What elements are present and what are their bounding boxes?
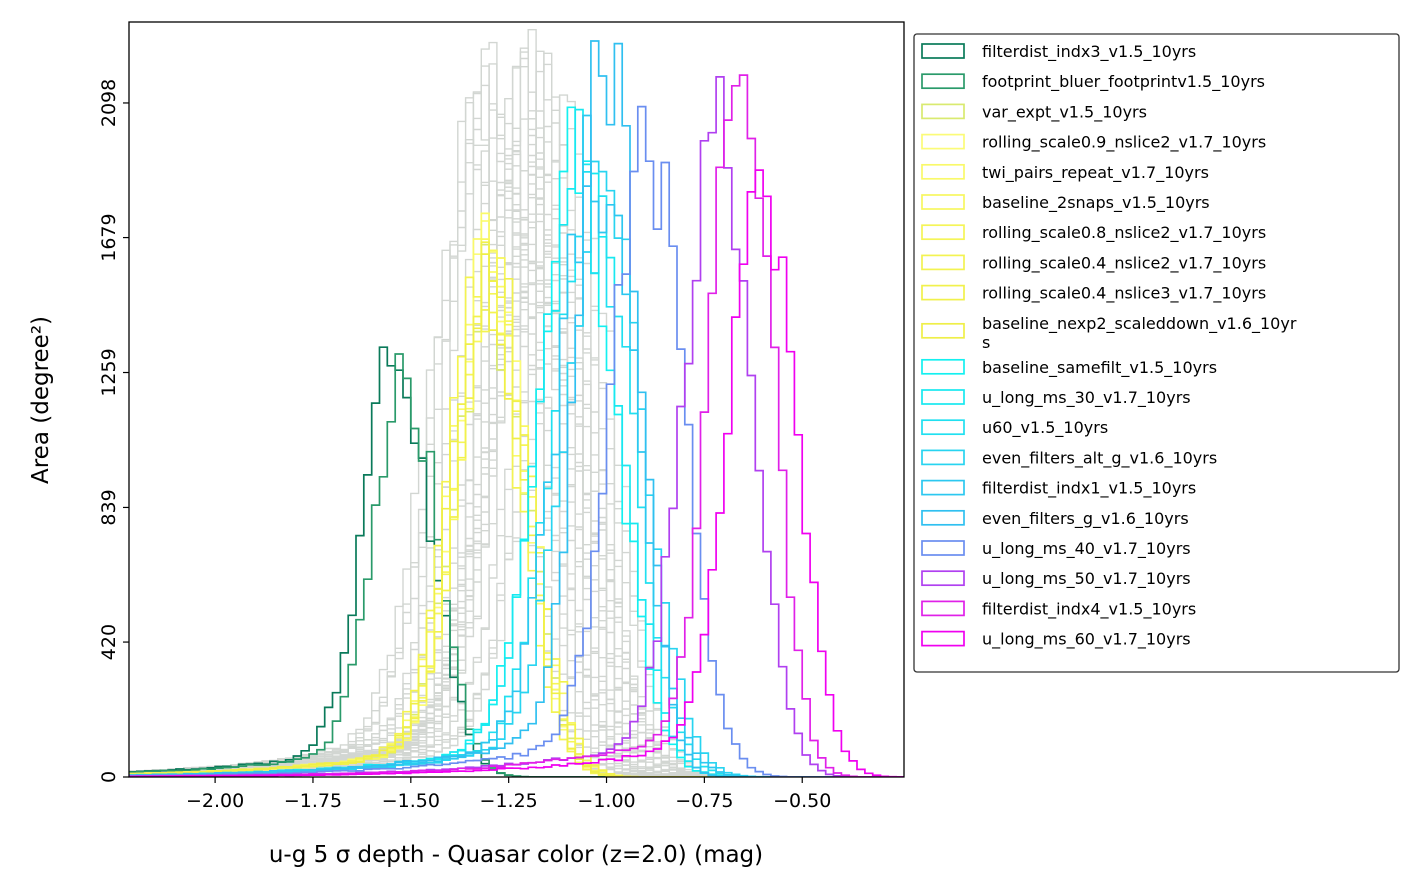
legend-swatch [921,570,965,587]
y-tick-label: 420 [98,624,120,660]
legend-label: filterdist_indx3_v1.5_10yrs [982,42,1196,62]
legend-swatch [921,254,965,271]
plot-frame [128,21,905,778]
y-tick-label: 2098 [98,79,120,127]
legend-swatch [921,630,965,647]
plot-area [128,21,905,778]
legend-swatch [921,163,965,180]
legend-swatch [921,322,965,339]
legend-swatch [921,224,965,241]
legend-label: rolling_scale0.8_nslice2_v1.7_10yrs [982,223,1266,243]
series-histogram [129,40,904,777]
legend-label: filterdist_indx1_v1.5_10yrs [982,479,1196,499]
legend-label: baseline_samefilt_v1.5_10yrs [982,358,1217,378]
series-histogram [129,105,904,777]
legend-label: s [982,333,990,352]
y-axis: 0 420 839 1259 1679 2098 [98,79,129,783]
y-axis-title: Area (degree²) [28,316,54,484]
legend-swatch [921,449,965,466]
legend-label: u_long_ms_30_v1.7_10yrs [982,388,1191,408]
legend-swatch [921,358,965,375]
legend-label: rolling_scale0.4_nslice3_v1.7_10yrs [982,284,1266,304]
legend-swatch [921,600,965,617]
x-tick-label: −0.75 [675,790,733,812]
legend-label: var_expt_v1.5_10yrs [982,102,1147,122]
y-tick-label: 1679 [98,213,120,261]
x-tick-label: −1.75 [284,790,342,812]
legend-label: baseline_nexp2_scaleddown_v1.6_10yr [982,314,1297,334]
legend-label: footprint_bluer_footprintv1.5_10yrs [982,72,1265,92]
legend-swatch [921,73,965,90]
legend: filterdist_indx3_v1.5_10yrs footprint_blu… [913,33,1400,673]
x-tick-label: −1.25 [480,790,538,812]
legend-swatch [921,133,965,150]
x-axis: −2.00 −1.75 −1.50 −1.25 −1.00 −0.75 −0.50 [186,777,831,812]
x-tick-label: −1.50 [382,790,440,812]
x-tick-label: −0.50 [773,790,831,812]
legend-frame [913,33,1400,673]
legend-label: baseline_2snaps_v1.5_10yrs [982,193,1210,213]
legend-swatch [921,43,965,59]
legend-label: rolling_scale0.4_nslice2_v1.7_10yrs [982,253,1266,273]
legend-label: u60_v1.5_10yrs [982,418,1108,438]
legend-label: filterdist_indx4_v1.5_10yrs [982,599,1196,619]
legend-swatch [921,509,965,526]
y-tick-label: 1259 [98,348,120,396]
legend-label: twi_pairs_repeat_v1.7_10yrs [982,163,1209,183]
legend-label: u_long_ms_60_v1.7_10yrs [982,630,1191,650]
legend-swatch [921,103,965,120]
legend-swatch [921,389,965,405]
series-histogram [129,253,904,777]
legend-label: u_long_ms_50_v1.7_10yrs [982,569,1191,589]
legend-swatch [921,419,965,436]
legend-swatch [921,194,965,210]
legend-label: rolling_scale0.9_nslice2_v1.7_10yrs [982,133,1266,153]
series-histogram [129,353,904,777]
x-axis-title: u-g 5 σ depth - Quasar color (z=2.0) (ma… [269,842,763,868]
highlighted-run-histograms [129,40,904,777]
legend-label: even_filters_alt_g_v1.6_10yrs [982,448,1217,468]
x-tick-label: −1.00 [577,790,635,812]
legend-swatch [921,284,965,301]
x-tick-label: −2.00 [186,790,244,812]
series-histogram [129,169,904,777]
legend-swatch [921,540,965,556]
legend-label: u_long_ms_40_v1.7_10yrs [982,539,1191,559]
legend-label: even_filters_g_v1.6_10yrs [982,509,1189,529]
legend-swatch [921,479,965,496]
y-tick-label: 839 [98,489,120,525]
y-tick-label: 0 [98,771,120,783]
